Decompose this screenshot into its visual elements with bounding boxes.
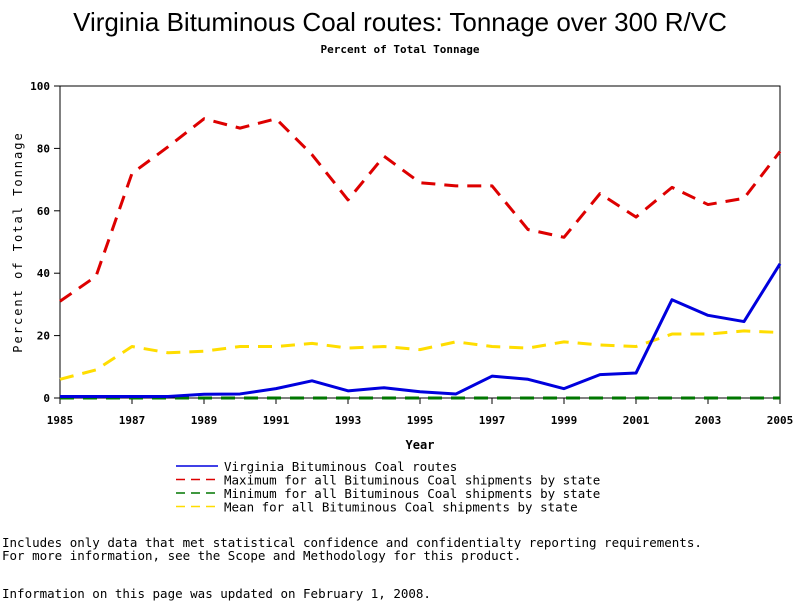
x-tick-label: 1991 (263, 414, 290, 427)
x-tick-label: 1999 (551, 414, 578, 427)
chart-subtitle: Percent of Total Tonnage (321, 43, 480, 56)
series-group (59, 117, 782, 400)
x-tick-label: 2001 (623, 414, 650, 427)
y-axis-label: Percent of Total Tonnage (11, 131, 25, 352)
legend-label: Maximum for all Bituminous Coal shipment… (224, 473, 600, 488)
legend-label: Minimum for all Bituminous Coal shipment… (224, 486, 600, 501)
x-tick-label: 1987 (119, 414, 146, 427)
series-line-1 (60, 263, 782, 398)
y-tick-label: 40 (37, 267, 50, 280)
x-tick-label: 1989 (191, 414, 218, 427)
x-tick-label: 1985 (47, 414, 74, 427)
confidence-note: Includes only data that met statistical … (2, 535, 702, 550)
x-axis: 1985 1987 1989 1991 1993 1995 1997 1999 2001 2003… (47, 398, 794, 427)
y-tick-label: 0 (43, 392, 50, 405)
plot-frame (59, 85, 781, 399)
x-tick-label: 1997 (479, 414, 506, 427)
x-tick-label: 2005 (767, 414, 794, 427)
x-tick-label: 1995 (407, 414, 434, 427)
y-tick-label: 100 (30, 80, 50, 93)
y-axis: 0 20 40 60 80 100 (30, 80, 60, 405)
y-tick-label: 20 (37, 330, 50, 343)
chart: Virginia Bituminous Coal routes: Tonnage… (11, 7, 794, 515)
methodology-note: For more information, see the Scope and … (2, 548, 522, 563)
chart-title: Virginia Bituminous Coal routes: Tonnage… (73, 7, 727, 37)
update-note: Information on this page was updated on … (2, 586, 431, 601)
series-line-4 (59, 329, 781, 381)
x-tick-label: 2003 (695, 414, 722, 427)
y-tick-label: 60 (37, 205, 50, 218)
legend-label: Virginia Bituminous Coal routes (224, 459, 457, 474)
x-tick-label: 1993 (335, 414, 362, 427)
y-tick-label: 80 (37, 142, 50, 155)
x-axis-label: Year (406, 438, 435, 452)
legend-label: Mean for all Bituminous Coal shipments b… (224, 500, 578, 515)
series-line-2 (59, 117, 782, 303)
